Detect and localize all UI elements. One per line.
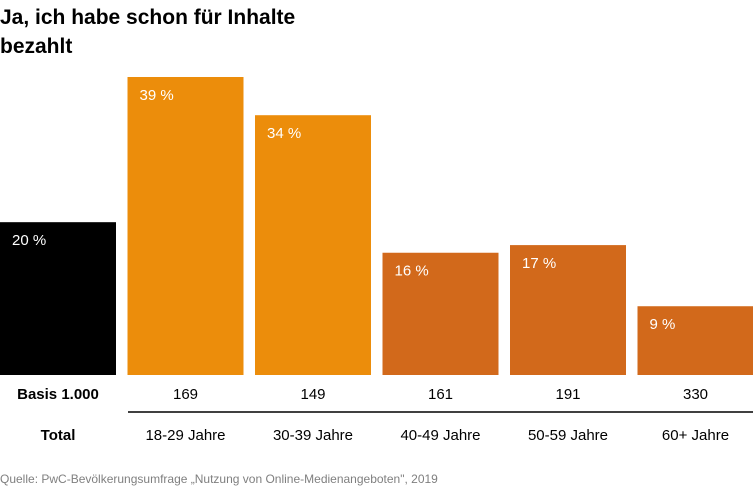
value-label-0: 20 % bbox=[12, 232, 46, 249]
source-note: Quelle: PwC-Bevölkerungsumfrage „Nutzung… bbox=[0, 472, 438, 486]
basis-label-3: 161 bbox=[428, 386, 453, 403]
bars-group bbox=[0, 77, 753, 375]
bar-4 bbox=[510, 245, 626, 375]
chart-title: Ja, ich habe schon für Inhalte bezahlt bbox=[0, 6, 296, 58]
value-label-5: 9 % bbox=[650, 316, 676, 333]
value-label-3: 16 % bbox=[395, 263, 429, 280]
value-labels-group: 20 % 39 % 34 % 16 % 17 % 9 % bbox=[12, 87, 675, 333]
basis-label-0: Basis 1.000 bbox=[17, 386, 99, 403]
basis-label-5: 330 bbox=[683, 386, 708, 403]
category-row: Total 18-29 Jahre 30-39 Jahre 40-49 Jahre 50… bbox=[41, 427, 729, 444]
category-label-1: 18-29 Jahre bbox=[145, 427, 225, 444]
category-label-5: 60+ Jahre bbox=[662, 427, 729, 444]
basis-label-2: 149 bbox=[300, 386, 325, 403]
value-label-2: 34 % bbox=[267, 125, 301, 142]
basis-label-1: 169 bbox=[173, 386, 198, 403]
value-label-1: 39 % bbox=[140, 87, 174, 104]
bar-3 bbox=[382, 252, 499, 375]
bar-5 bbox=[637, 306, 753, 375]
category-label-0: Total bbox=[41, 427, 76, 444]
category-label-4: 50-59 Jahre bbox=[528, 427, 608, 444]
basis-label-4: 191 bbox=[555, 386, 580, 403]
category-label-3: 40-49 Jahre bbox=[400, 427, 480, 444]
bar-chart: 20 % 39 % 34 % 16 % 17 % 9 % Basis 1.000 169 14… bbox=[0, 77, 753, 444]
category-label-2: 30-39 Jahre bbox=[273, 427, 353, 444]
bar-0 bbox=[0, 222, 116, 375]
bar-1 bbox=[127, 77, 244, 375]
value-label-4: 17 % bbox=[522, 255, 556, 272]
basis-row: Basis 1.000 169 149 161 191 330 bbox=[17, 386, 708, 403]
bar-2 bbox=[255, 115, 371, 375]
